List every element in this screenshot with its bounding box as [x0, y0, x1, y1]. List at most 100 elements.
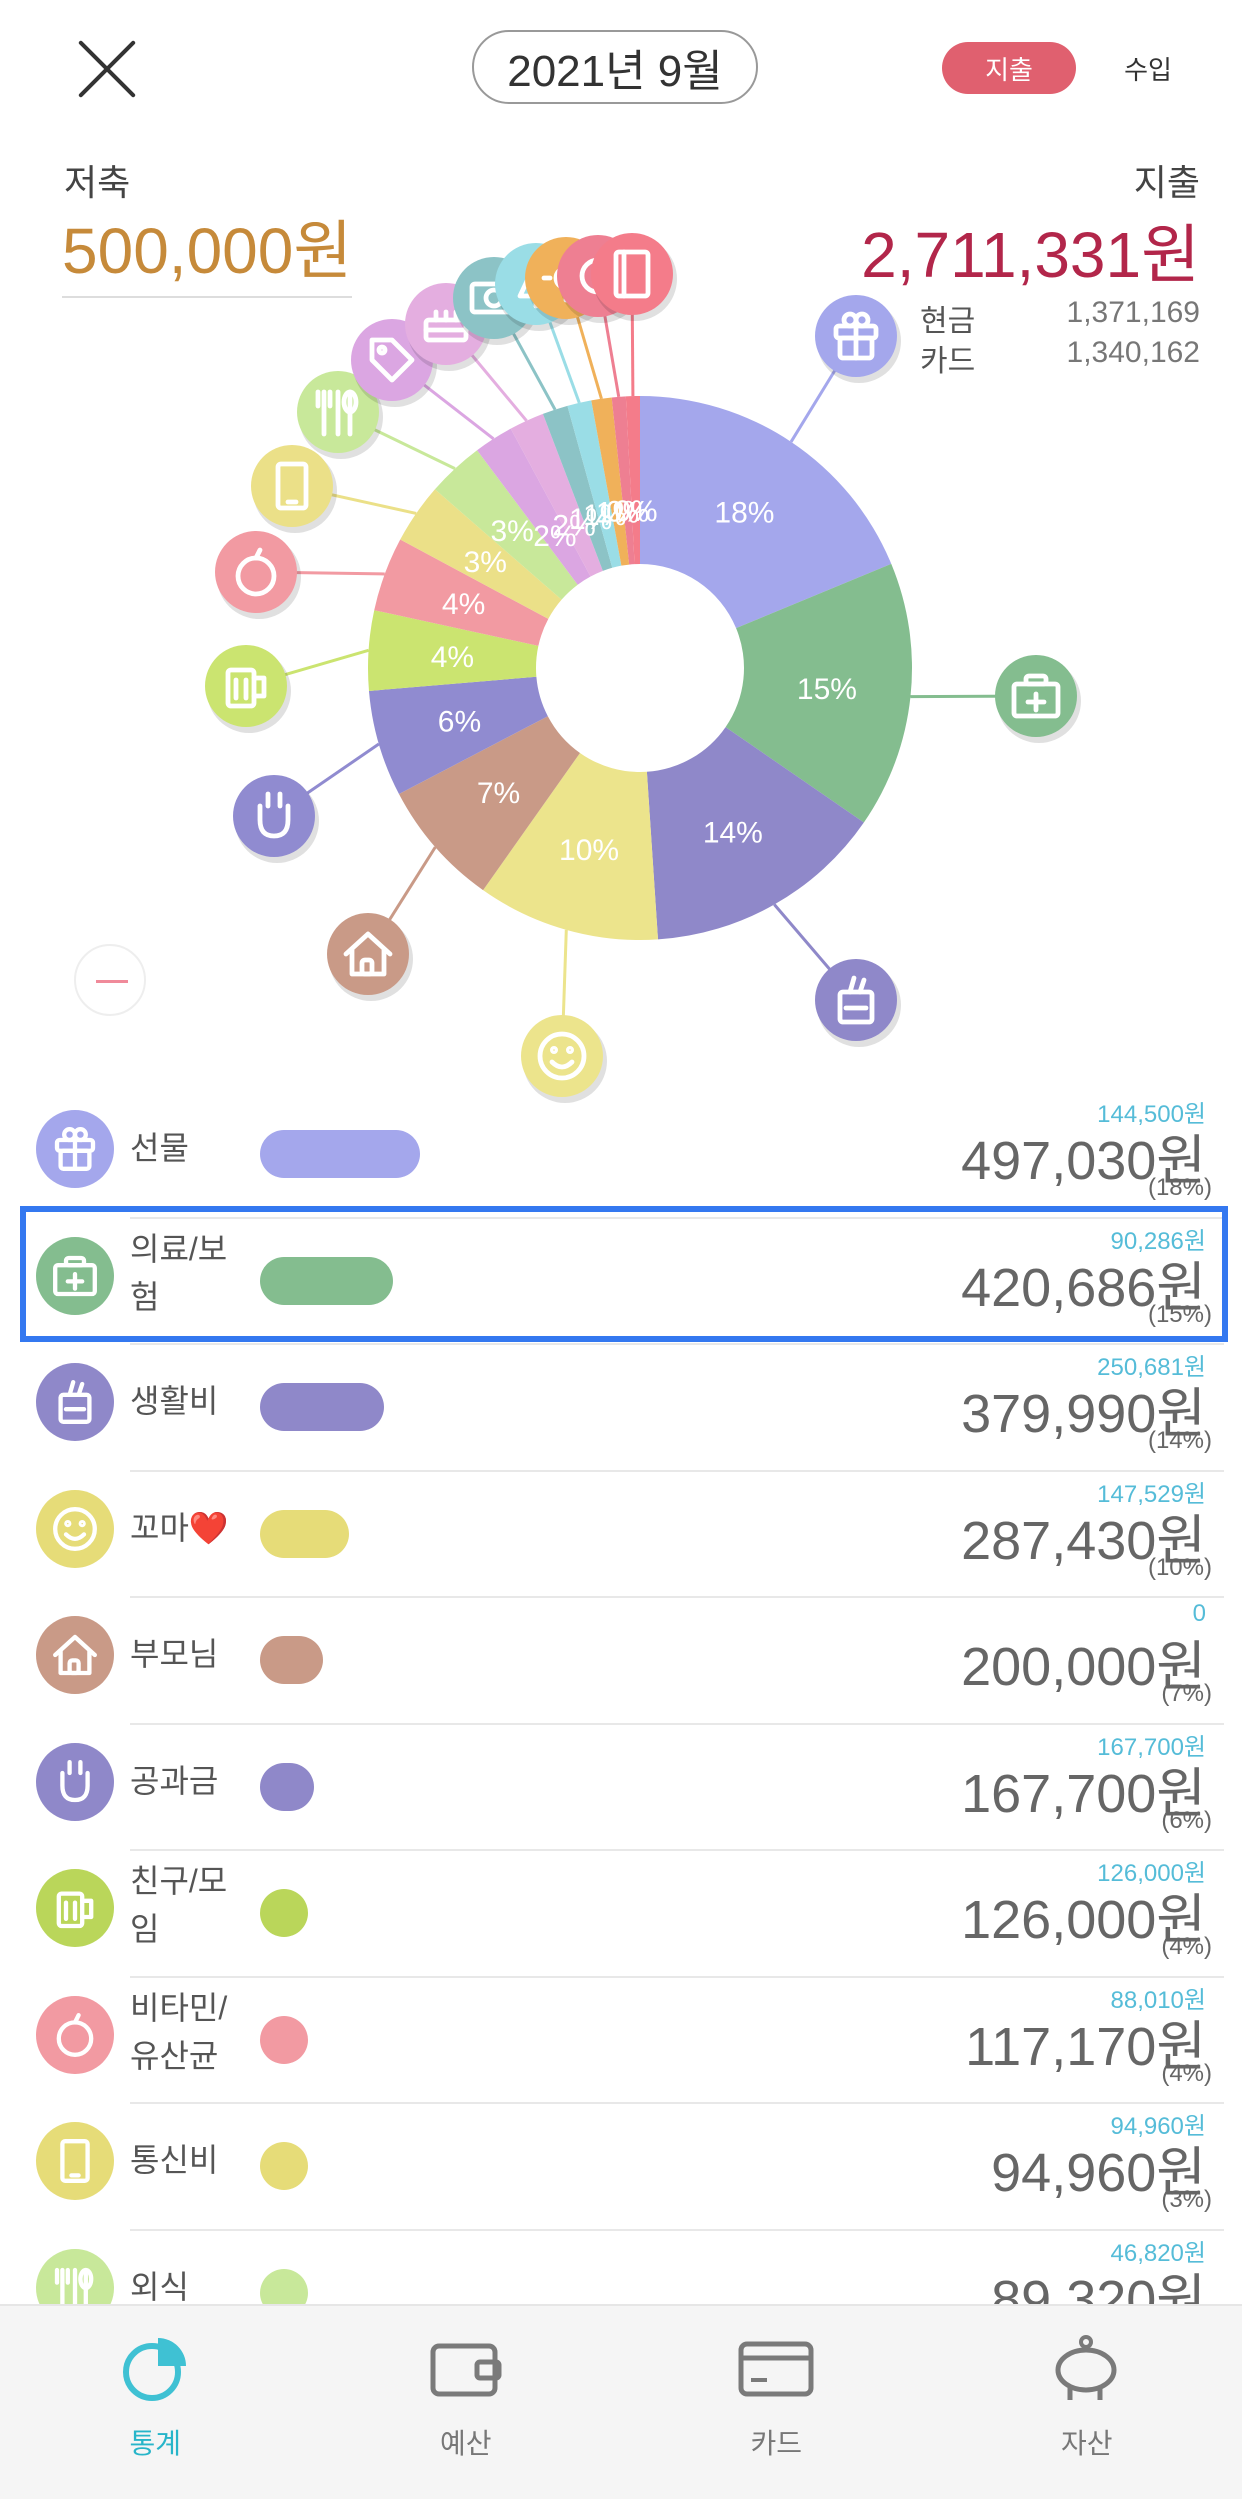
- pie-slice[interactable]: [625, 396, 640, 565]
- nav-label: 통계: [129, 2428, 182, 2459]
- category-percent: (4%): [1161, 2059, 1212, 2087]
- category-name: 생활비: [130, 1383, 219, 1419]
- category-name: 의료/보험: [130, 1230, 228, 1315]
- category-amount: 420,686원: [961, 1257, 1206, 1318]
- tab-income[interactable]: 수입: [1124, 54, 1172, 85]
- category-budget: 94,960원: [1110, 2113, 1207, 2140]
- grocery-bag-icon[interactable]: [815, 959, 901, 1047]
- category-amount: 94,960원: [991, 2143, 1206, 2203]
- category-budget: 147,529원: [1097, 1480, 1206, 1508]
- savings-label: 저축: [64, 162, 131, 203]
- category-name: 통신비: [130, 2142, 219, 2178]
- pie-slice[interactable]: [434, 450, 578, 600]
- pie-slice[interactable]: [611, 396, 635, 565]
- category-budget: 144,500원: [1097, 1101, 1206, 1128]
- card-row: 카드 1,340,162: [920, 336, 1200, 380]
- pie-slice[interactable]: [567, 400, 622, 568]
- pie-slice[interactable]: [483, 752, 658, 940]
- pie-slice[interactable]: [400, 489, 562, 619]
- category-amount: 287,430원: [961, 1510, 1206, 1571]
- category-name: 비타민/유산균: [130, 1989, 228, 2074]
- first-aid-kit-icon[interactable]: [995, 655, 1081, 743]
- nav-item[interactable]: 통계: [0, 2306, 311, 2499]
- pie-slice[interactable]: [542, 405, 613, 571]
- slice-percent-label: 14%: [703, 816, 763, 849]
- pie-slice[interactable]: [368, 610, 539, 691]
- slice-percent-label: 2%: [552, 509, 595, 542]
- category-bar: [260, 1636, 323, 1684]
- first-aid-kit-icon: [36, 1236, 114, 1315]
- category-amount: 126,000원: [961, 1890, 1206, 1950]
- category-row[interactable]: 공과금 167,700원 167,700원 (6%): [0, 1725, 1242, 1851]
- row-divider: [130, 1849, 1224, 1851]
- slice-percent-label: 1%: [596, 497, 639, 530]
- category-name: 선물: [130, 1130, 189, 1166]
- nav-item[interactable]: 카드: [621, 2306, 932, 2499]
- category-row[interactable]: 꼬마❤️ 147,529원 287,430원 (10%): [0, 1472, 1242, 1598]
- month-selector[interactable]: 2021년 9월: [472, 30, 758, 104]
- category-percent: (4%): [1161, 1933, 1212, 1960]
- category-percent: (15%): [1147, 1300, 1212, 1328]
- slice-percent-label: 2%: [533, 520, 576, 553]
- notebook-icon[interactable]: [591, 233, 677, 321]
- house-icon[interactable]: [327, 913, 413, 1001]
- slice-percent-label: 4%: [442, 588, 485, 621]
- row-divider: [130, 2228, 1224, 2231]
- pie-slice[interactable]: [374, 539, 549, 646]
- category-donut-chart[interactable]: 18%15%14%10%7%6%4%4%3%3% 2%2%1%1%1%0%0%: [0, 200, 1242, 1120]
- category-name: 부모님: [130, 1636, 219, 1672]
- close-button[interactable]: [72, 34, 142, 104]
- category-budget: 250,681원: [1097, 1354, 1206, 1381]
- category-row[interactable]: 선물 144,500원 497,030원 (18%): [0, 1092, 1242, 1219]
- cutlery-icon[interactable]: [297, 371, 383, 459]
- collapse-chart-button[interactable]: [74, 944, 146, 1016]
- tab-expense[interactable]: 지출: [942, 42, 1076, 94]
- row-divider: [130, 1469, 1224, 1472]
- slice-percent-label: 10%: [559, 834, 619, 867]
- smiley-icon[interactable]: [521, 1015, 607, 1103]
- pie-slice[interactable]: [646, 727, 864, 940]
- beer-mug-icon: [36, 1869, 114, 1947]
- pie-slice[interactable]: [640, 396, 892, 629]
- category-percent: (18%): [1147, 1174, 1212, 1201]
- category-row[interactable]: 부모님 0 200,000원 (7%): [0, 1598, 1242, 1725]
- category-row[interactable]: 비타민/유산균 88,010원 117,170원 (4%): [0, 1978, 1242, 2104]
- gift-icon[interactable]: [815, 295, 901, 383]
- row-divider: [130, 2102, 1224, 2104]
- category-budget: 90,286원: [1110, 1227, 1207, 1255]
- plug-icon[interactable]: [233, 775, 319, 863]
- pie-slice[interactable]: [510, 413, 603, 577]
- nav-label: 카드: [750, 2428, 803, 2459]
- expense-total: 2,711,331원: [861, 219, 1200, 291]
- pie-slice[interactable]: [368, 676, 548, 795]
- pie-slice[interactable]: [398, 716, 580, 891]
- slice-percent-label: 6%: [438, 706, 481, 739]
- category-row[interactable]: 통신비 94,960원 94,960원 (3%): [0, 2104, 1242, 2231]
- nav-item[interactable]: 자산: [932, 2306, 1242, 2499]
- pie-slice[interactable]: [725, 563, 913, 823]
- phone-icon[interactable]: [251, 445, 337, 533]
- expense-label: 지출: [1133, 162, 1200, 203]
- category-bar: [260, 1383, 385, 1431]
- row-divider: [130, 1596, 1224, 1598]
- savings-value[interactable]: 500,000원: [62, 200, 353, 298]
- category-row[interactable]: 의료/보험 90,286원 420,686원 (15%): [0, 1219, 1242, 1345]
- nav-label: 예산: [439, 2428, 492, 2459]
- pie-slice[interactable]: [591, 397, 630, 566]
- pie-slice[interactable]: [477, 428, 591, 585]
- category-row[interactable]: 생활비 250,681원 379,990원 (14%): [0, 1345, 1242, 1472]
- slice-percent-label: 3%: [490, 515, 533, 548]
- cash-label: 현금: [920, 305, 976, 338]
- category-name: 친구/모임: [130, 1863, 228, 1947]
- beer-mug-icon[interactable]: [205, 645, 291, 733]
- category-amount: 497,030원: [961, 1131, 1206, 1191]
- category-name: 꼬마❤️: [130, 1509, 229, 1546]
- row-divider: [130, 1975, 1224, 1978]
- category-row[interactable]: 친구/모임 126,000원 126,000원 (4%): [0, 1851, 1242, 1978]
- nav-item[interactable]: 예산: [311, 2306, 622, 2499]
- apple-icon[interactable]: [215, 531, 301, 619]
- category-list: 선물 144,500원 497,030원 (18%) 의료/보험 90,286원 420,6…: [0, 1092, 1242, 2357]
- credit-card-icon: [738, 2341, 814, 2397]
- wallet-icon: [430, 2343, 502, 2397]
- slice-percent-label: 3%: [464, 546, 507, 579]
